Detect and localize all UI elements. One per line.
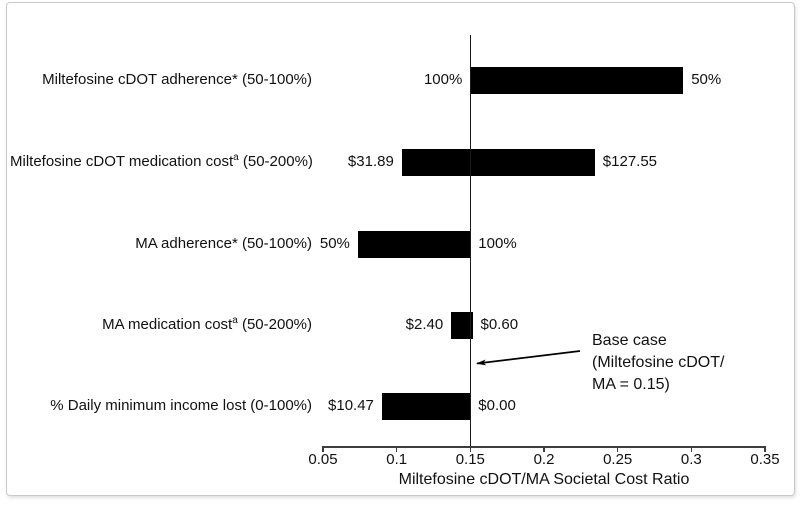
category-label: Miltefosine cDOT medication costa (50-20…	[10, 152, 313, 171]
category-label: % Daily minimum income lost (0-100%)	[50, 397, 312, 414]
bar-low-value-label: $2.40	[405, 316, 444, 333]
bar-high-value-label: $127.55	[602, 153, 658, 170]
x-axis-tick	[322, 446, 324, 452]
x-axis-tick-label: 0.3	[680, 451, 702, 468]
bar-high-value-label: $0.00	[478, 397, 516, 414]
x-axis-tick-label: 0.2	[533, 451, 555, 468]
x-axis-tick-label: 0.05	[308, 451, 338, 468]
base-case-line	[469, 35, 472, 446]
tornado-bar	[470, 66, 684, 94]
bar-low-value-label: 50%	[319, 235, 350, 252]
superscript-note: a	[233, 152, 239, 163]
category-label: Miltefosine cDOT adherence* (50-100%)	[42, 71, 312, 88]
x-axis-tick	[764, 446, 766, 452]
x-axis-tick	[616, 446, 619, 452]
tornado-bar	[357, 230, 471, 258]
annotation-arrow-icon	[476, 350, 581, 366]
superscript-note: a	[232, 315, 238, 326]
x-axis-tick	[543, 446, 545, 452]
x-axis-title: Miltefosine cDOT/MA Societal Cost Ratio	[398, 471, 690, 488]
annotation-line: MA = 0.15)	[592, 376, 670, 393]
tornado-bar	[451, 311, 473, 339]
bar-low-value-label: 100%	[423, 71, 463, 88]
annotation-line: Base case	[592, 332, 667, 349]
bar-low-value-label: $10.47	[328, 397, 374, 414]
x-axis-tick	[690, 446, 693, 452]
x-axis-tick-label: 0.25	[603, 451, 633, 468]
x-axis-tick-label: 0.35	[750, 451, 780, 468]
x-axis-tick-label: 0.1	[386, 451, 408, 468]
bar-high-value-label: $0.60	[480, 316, 519, 333]
tornado-bar	[401, 148, 595, 176]
tornado-bar	[381, 392, 471, 420]
x-axis-tick-label: 0.15	[455, 451, 485, 468]
bar-high-value-label: 100%	[478, 235, 517, 252]
annotation-line: (Miltefosine cDOT/	[592, 354, 725, 371]
bar-low-value-label: $31.89	[347, 153, 394, 170]
category-label: MA medication costa (50-200%)	[102, 315, 312, 334]
base-case-annotation: Base case (Miltefosine cDOT/ MA = 0.15)	[592, 330, 724, 396]
x-axis-tick	[469, 446, 472, 452]
x-axis-tick	[395, 446, 398, 452]
bar-high-value-label: 50%	[691, 71, 722, 88]
category-label: MA adherence* (50-100%)	[135, 235, 312, 252]
